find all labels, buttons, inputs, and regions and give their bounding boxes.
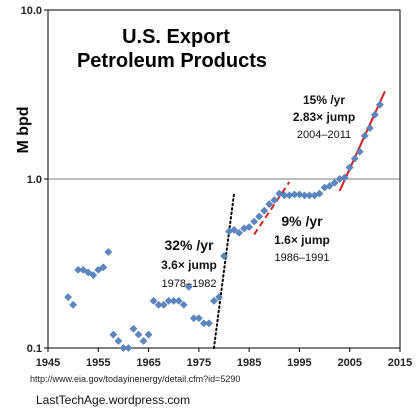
- y-tick-label: 1.0: [27, 174, 42, 186]
- data-point: [194, 314, 203, 323]
- data-point: [295, 190, 304, 199]
- source-url: http://www.eia.gov/todayinenergy/detail.…: [30, 374, 241, 384]
- data-point: [99, 263, 108, 272]
- data-point: [315, 189, 324, 198]
- data-point: [179, 300, 188, 309]
- annotation-period-1986: 1986–1991: [274, 252, 329, 264]
- data-point: [159, 300, 168, 309]
- data-point: [114, 337, 123, 345]
- data-point: [89, 271, 98, 280]
- data-point: [260, 206, 269, 215]
- data-point: [255, 212, 264, 221]
- data-point: [204, 319, 213, 328]
- data-point: [245, 223, 254, 231]
- x-tick-label: 2005: [337, 357, 361, 369]
- annotation-rate-1978: 32% /yr: [164, 237, 214, 253]
- y-axis-label: M bpd: [15, 106, 32, 153]
- annotation-jump-1986: 1.6× jump: [274, 233, 330, 247]
- trend-line-1986-1991: [253, 181, 291, 235]
- x-tick-label: 2015: [388, 357, 412, 369]
- data-point: [235, 228, 244, 237]
- data-point: [230, 225, 239, 234]
- chart-subtitle: Petroleum Products: [77, 50, 267, 72]
- data-point: [149, 296, 158, 305]
- annotation-period-1978: 1978–1982: [161, 278, 216, 290]
- data-point: [370, 110, 379, 119]
- data-point: [325, 181, 334, 190]
- data-point: [124, 344, 133, 352]
- data-point: [104, 248, 113, 256]
- data-point: [139, 337, 148, 345]
- data-point: [184, 282, 193, 291]
- annotation-jump-2004: 2.83× jump: [293, 110, 355, 124]
- annotation-jump-1978: 3.6× jump: [161, 258, 217, 272]
- y-tick-label: 10.0: [21, 5, 42, 17]
- data-point: [350, 154, 359, 163]
- data-point: [365, 124, 374, 133]
- data-point: [355, 147, 364, 156]
- data-point: [144, 330, 153, 339]
- x-tick-label: 1995: [287, 357, 311, 369]
- data-point: [69, 300, 78, 309]
- site-name: LastTechAge.wordpress.com: [36, 393, 191, 407]
- trend-line-1978-1982: [212, 192, 236, 349]
- x-tick-label: 1965: [136, 357, 160, 369]
- data-point: [109, 330, 118, 339]
- x-tick-label: 1955: [86, 357, 110, 369]
- data-point: [79, 265, 88, 274]
- data-point: [265, 200, 274, 209]
- trend-line-2004-2011: [338, 90, 386, 192]
- chart-title: U.S. Export: [122, 26, 230, 48]
- data-point: [360, 131, 369, 140]
- data-point: [330, 178, 339, 187]
- data-point: [64, 293, 73, 302]
- data-point: [174, 296, 183, 305]
- y-tick-label: 0.1: [27, 343, 42, 355]
- annotation-rate-2004: 15% /yr: [303, 93, 345, 107]
- annotation-period-2004: 2004–2011: [297, 129, 351, 141]
- x-tick-label: 1945: [36, 357, 60, 369]
- data-point: [129, 324, 138, 333]
- data-point: [340, 173, 349, 182]
- data-point: [84, 268, 93, 277]
- data-point: [215, 293, 223, 302]
- data-point: [375, 100, 384, 109]
- annotation-rate-1986: 9% /yr: [281, 213, 323, 229]
- data-point: [250, 217, 259, 226]
- data-point: [134, 330, 143, 339]
- data-point: [209, 296, 218, 305]
- data-point: [270, 196, 279, 205]
- x-tick-label: 1985: [237, 357, 261, 369]
- data-point: [220, 252, 228, 261]
- x-tick-label: 1975: [187, 357, 211, 369]
- data-point: [345, 163, 354, 172]
